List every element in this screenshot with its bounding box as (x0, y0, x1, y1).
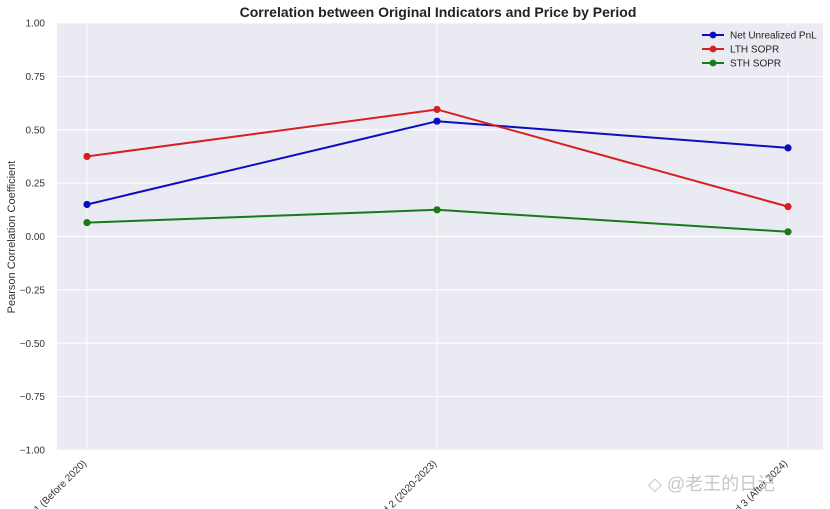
y-tick-label: 0.00 (26, 232, 46, 243)
data-point (433, 206, 441, 214)
data-point (784, 228, 792, 236)
legend: Net Unrealized PnL LTH SOPR STH SOPR (696, 27, 818, 72)
y-axis-label: Pearson Correlation Coefficient (6, 161, 18, 314)
data-point (83, 219, 91, 227)
legend-swatch-marker (709, 45, 717, 53)
data-point (433, 105, 441, 114)
data-point (83, 200, 91, 209)
data-point (83, 152, 91, 161)
grid (57, 22, 823, 451)
y-tick-label: 0.50 (26, 125, 46, 136)
x-tick-label: d 1 (Before 2020) (26, 458, 89, 509)
chart-title: Correlation between Original Indicators … (240, 4, 637, 20)
legend-label: STH SOPR (730, 59, 781, 70)
y-tick-label: −0.50 (20, 339, 46, 350)
series-group (83, 105, 792, 236)
legend-box (696, 27, 818, 72)
y-tick-label: −1.00 (20, 446, 46, 457)
y-tick-label: −0.75 (20, 392, 46, 403)
y-tick-label: 0.25 (26, 179, 46, 190)
x-tick-label: d 2 (2020-2023) (381, 458, 439, 509)
legend-swatch-marker (709, 59, 717, 67)
data-point (784, 203, 792, 211)
y-tick-label: 1.00 (26, 19, 46, 30)
data-point (433, 117, 441, 125)
data-point (784, 144, 792, 152)
legend-swatch-marker (709, 31, 717, 39)
legend-label: Net Unrealized PnL (730, 31, 817, 42)
legend-items: Net Unrealized PnL LTH SOPR STH SOPR (702, 31, 817, 70)
y-tick-labels: 1.00 0.75 0.50 0.25 0.00 −0.25 −0.50 −0.75 −1.00 (20, 19, 46, 457)
legend-label: LTH SOPR (730, 45, 779, 56)
y-tick-label: −0.25 (20, 285, 46, 296)
watermark: ◇ @老王的日记 (648, 474, 775, 494)
y-tick-label: 0.75 (26, 72, 46, 83)
